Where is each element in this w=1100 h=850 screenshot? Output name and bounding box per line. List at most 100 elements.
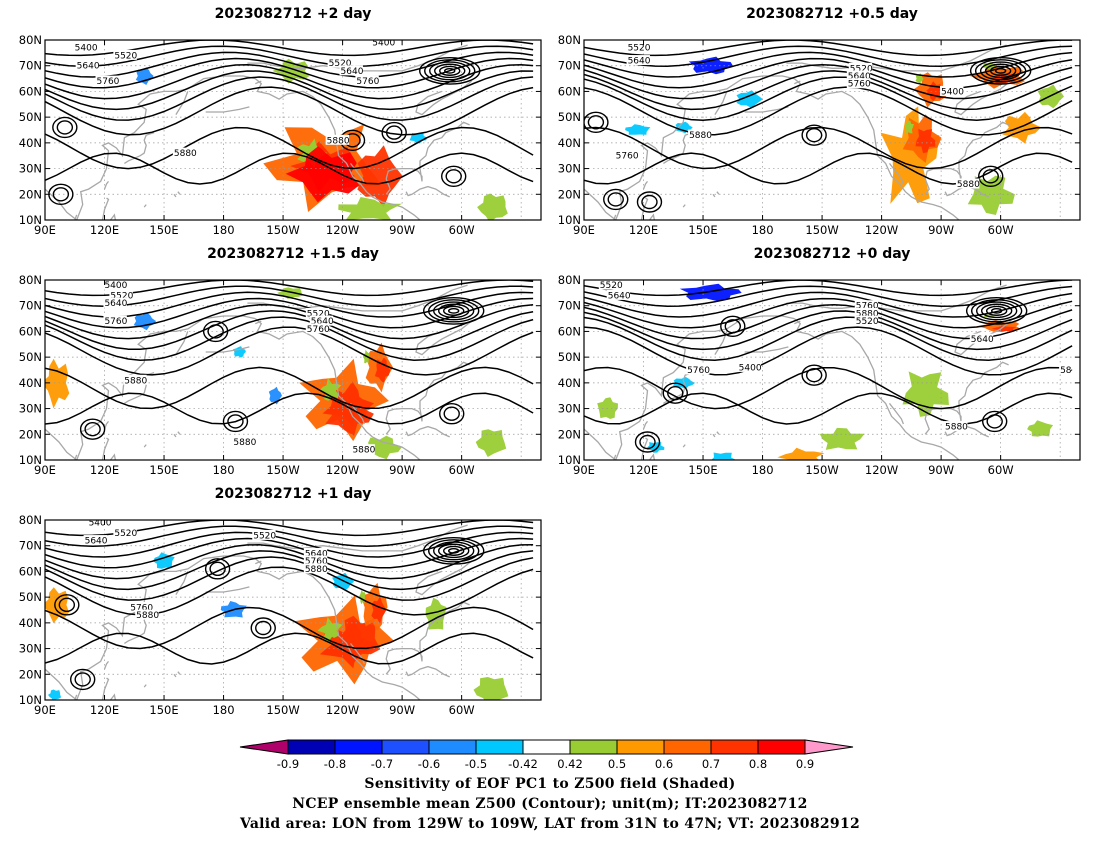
sensitivity-shade xyxy=(1027,420,1054,437)
z500-closed-contour xyxy=(584,111,609,133)
x-tick-label: 150W xyxy=(805,223,838,237)
z500-closed-contour xyxy=(974,59,1027,83)
sensitivity-shade xyxy=(325,393,374,436)
x-tick-label: 180 xyxy=(752,223,774,237)
colorbar-label: 0.6 xyxy=(655,757,673,771)
sensitivity-shade xyxy=(358,589,366,605)
contour-label-bg xyxy=(103,297,127,308)
contour-label: 5640 xyxy=(608,291,631,301)
z500-closed-contour xyxy=(994,67,1007,74)
coastline xyxy=(101,677,110,700)
y-tick-label: 10N xyxy=(19,453,42,467)
sensitivity-shade xyxy=(736,90,763,109)
z500-closed-contour xyxy=(52,116,78,139)
z500-contour xyxy=(584,40,1073,57)
contour-label: 5880 xyxy=(957,180,980,190)
contour-label-bg xyxy=(1059,364,1072,375)
contour-label-bg xyxy=(109,289,133,300)
sensitivity-shade xyxy=(625,124,651,135)
z500-closed-contour xyxy=(428,299,480,323)
contour-label-bg xyxy=(614,150,639,161)
coastline xyxy=(103,661,110,670)
y-tick-label: 10N xyxy=(558,453,581,467)
x-tick-label: 60W xyxy=(449,463,475,477)
x-tick-label: 120E xyxy=(629,223,658,237)
z500-closed-contour xyxy=(58,597,76,613)
z500-closed-contour xyxy=(202,320,229,343)
x-tick-label: 90W xyxy=(389,463,415,477)
y-tick-label: 70N xyxy=(19,59,42,73)
coastline xyxy=(415,320,472,356)
contour-label: 5760 xyxy=(305,557,328,567)
map-panel-p2: 5400552056405760588054005520564057605880… xyxy=(19,33,542,237)
contour-label: 5640 xyxy=(341,67,364,77)
y-tick-label: 10N xyxy=(19,213,42,227)
colorbar-label: 0.7 xyxy=(702,757,720,771)
x-tick-label: 90E xyxy=(573,223,595,237)
coastline xyxy=(74,694,78,700)
z500-closed-contour xyxy=(801,124,827,146)
contour-label: 5400 xyxy=(739,363,762,373)
colorbar-label: -0.6 xyxy=(418,757,440,771)
contour-label-bg xyxy=(327,57,352,68)
contour-label-bg xyxy=(606,289,631,300)
z500-contour xyxy=(584,316,1073,361)
coastline xyxy=(712,193,716,198)
map-frame xyxy=(44,39,542,221)
y-tick-label: 60N xyxy=(19,324,42,338)
contour-label: 5640 xyxy=(104,299,127,309)
colorbar-box xyxy=(287,739,336,755)
z500-closed-contour xyxy=(986,414,1003,429)
z500-closed-contour xyxy=(385,125,403,140)
y-tick-label: 10N xyxy=(558,213,581,227)
coastline xyxy=(716,191,720,195)
x-tick-label: 90E xyxy=(34,223,56,237)
x-tick-label: 150E xyxy=(688,223,717,237)
x-tick-label: 150W xyxy=(266,223,299,237)
sensitivity-shade xyxy=(135,67,154,85)
z500-closed-contour xyxy=(662,382,688,404)
contour-label: 5640 xyxy=(85,537,108,547)
z500-contour xyxy=(45,632,534,665)
contour-label-bg xyxy=(305,323,330,334)
panel-title-p2: 2023082712 +2 day xyxy=(214,6,372,22)
z500-contour xyxy=(584,285,1073,307)
z500-contour xyxy=(45,45,534,67)
z500-contour xyxy=(45,310,534,351)
x-tick-label: 90E xyxy=(573,463,595,477)
coastline xyxy=(349,163,366,185)
coastline xyxy=(385,121,470,195)
sensitivity-shade xyxy=(904,120,914,134)
contour-label: 5520 xyxy=(329,59,352,69)
y-tick-label: 80N xyxy=(19,273,42,287)
coastline xyxy=(405,425,450,438)
coastline xyxy=(349,403,366,425)
z500-closed-contour xyxy=(423,296,485,325)
y-tick-label: 80N xyxy=(19,513,42,527)
x-tick-label: 120W xyxy=(326,223,359,237)
contour-label: 5880 xyxy=(689,131,712,141)
caption-line-3: Valid area: LON from 129W to 109W, LAT f… xyxy=(239,816,861,832)
contour-label: 5520 xyxy=(114,51,137,61)
colorbar-box xyxy=(522,739,571,755)
z500-closed-contour xyxy=(984,63,1017,79)
z500-closed-contour xyxy=(433,301,475,321)
caption-line-2: NCEP ensemble mean Z500 (Contour); unit(… xyxy=(292,796,808,812)
contour-label-bg xyxy=(854,300,879,311)
coastline xyxy=(716,431,720,435)
coastline xyxy=(74,454,78,460)
contour-label-bg xyxy=(305,307,330,318)
x-tick-label: 60W xyxy=(988,223,1014,237)
sensitivity-shade xyxy=(357,145,403,208)
contour-label: 5760 xyxy=(97,77,120,87)
contour-label: 5760 xyxy=(848,80,871,90)
z500-closed-contour xyxy=(970,299,1023,323)
z500-contour xyxy=(45,297,534,329)
coastline xyxy=(254,318,421,460)
z500-contour xyxy=(584,297,1073,329)
z500-closed-contour xyxy=(667,385,684,401)
